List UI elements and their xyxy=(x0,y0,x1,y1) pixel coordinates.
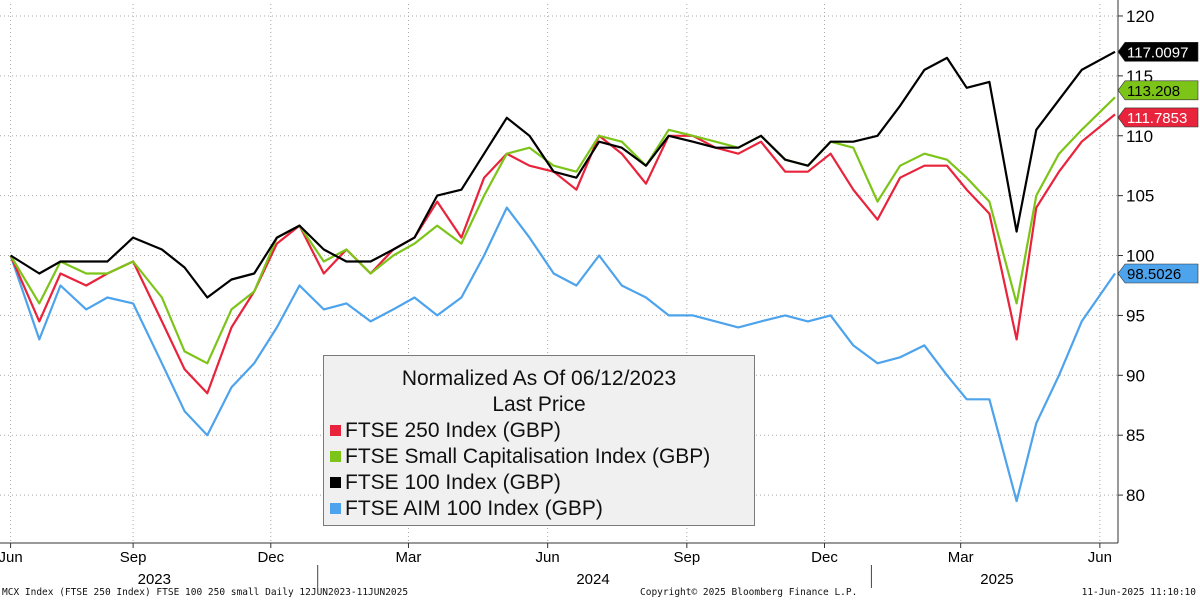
y-tick-label: 100 xyxy=(1126,247,1154,266)
legend-item-ftse-small-cap: FTSE Small Capitalisation Index (GBP) xyxy=(330,445,710,469)
x-tick-label: Jun xyxy=(0,549,23,566)
x-tick-label: Sep xyxy=(673,549,700,566)
last-value-tag-2 xyxy=(1117,41,1199,62)
x-tick-label: Mar xyxy=(396,549,422,566)
series-line-2 xyxy=(10,50,1116,299)
y-tick-label: 85 xyxy=(1126,426,1145,445)
chart-subtitle: Last Price xyxy=(492,393,586,416)
y-tick-label: 110 xyxy=(1126,127,1153,146)
y-tick-label: 80 xyxy=(1126,486,1145,505)
series-line-1 xyxy=(9,96,1116,365)
legend-item-ftse-100: FTSE 100 Index (GBP) xyxy=(330,471,561,495)
x-tick-label: Dec xyxy=(257,549,284,566)
series-layer xyxy=(9,50,1116,503)
x-tick-label: Dec xyxy=(811,549,838,566)
legend-label-ftse-250: FTSE 250 Index (GBP) xyxy=(345,419,561,442)
year-label: 2025 xyxy=(980,571,1013,588)
footer-index-info: MCX Index (FTSE 250 Index) FTSE 100 250 … xyxy=(2,587,409,598)
last-value-label-1: 113.208 xyxy=(1127,83,1180,100)
legend-item-ftse-aim-100: FTSE AIM 100 Index (GBP) xyxy=(330,497,603,521)
chart-title: Normalized As Of 06/12/2023 xyxy=(401,367,677,390)
legend-label-ftse-aim-100: FTSE AIM 100 Index (GBP) xyxy=(345,497,603,520)
legend-swatch-ftse-small-cap xyxy=(330,451,341,462)
year-label: 2023 xyxy=(138,571,171,588)
x-tick-label: Jun xyxy=(1088,549,1112,566)
x-tick-label: Mar xyxy=(948,549,974,566)
last-value-label-3: 98.5026 xyxy=(1127,266,1181,283)
last-value-label-0: 111.7853 xyxy=(1127,110,1187,127)
legend-label-ftse-small-cap: FTSE Small Capitalisation Index (GBP) xyxy=(345,445,711,468)
x-tick-label: Jun xyxy=(536,549,560,566)
last-value-tag-3 xyxy=(1117,263,1199,284)
last-value-tag-1 xyxy=(1117,80,1199,101)
footer-copyright: Copyright© 2025 Bloomberg Finance L.P. xyxy=(640,587,858,598)
series-line-0 xyxy=(9,113,1116,395)
legend: Normalized As Of 06/12/2023 Last Price F… xyxy=(323,355,755,526)
legend-swatch-ftse-aim-100 xyxy=(330,503,341,514)
y-tick-label: 90 xyxy=(1126,366,1145,385)
legend-label-ftse-100: FTSE 100 Index (GBP) xyxy=(345,471,561,494)
y-tick-label: 105 xyxy=(1126,187,1154,206)
last-value-labels: 117.0097 113.208 111.7853 98.5026 xyxy=(1117,41,1199,284)
x-tick-label: Sep xyxy=(120,549,147,566)
last-value-label-2: 117.0097 xyxy=(1127,44,1188,61)
legend-swatch-ftse-100 xyxy=(330,477,341,488)
footer-timestamp: 11-Jun-2025 11:10:10 xyxy=(1081,587,1196,598)
y-tick-label: 95 xyxy=(1126,306,1145,325)
last-value-tag-0 xyxy=(1117,107,1199,128)
x-axis-ticks: Jun Sep Dec Mar Jun Sep Dec Mar Jun 2023 2024 2025 xyxy=(0,543,1112,588)
legend-swatch-ftse-250 xyxy=(330,425,341,436)
y-tick-label: 120 xyxy=(1126,7,1154,26)
legend-item-ftse-250: FTSE 250 Index (GBP) xyxy=(330,419,561,443)
year-label: 2024 xyxy=(576,571,609,588)
series-line-3 xyxy=(9,206,1116,503)
